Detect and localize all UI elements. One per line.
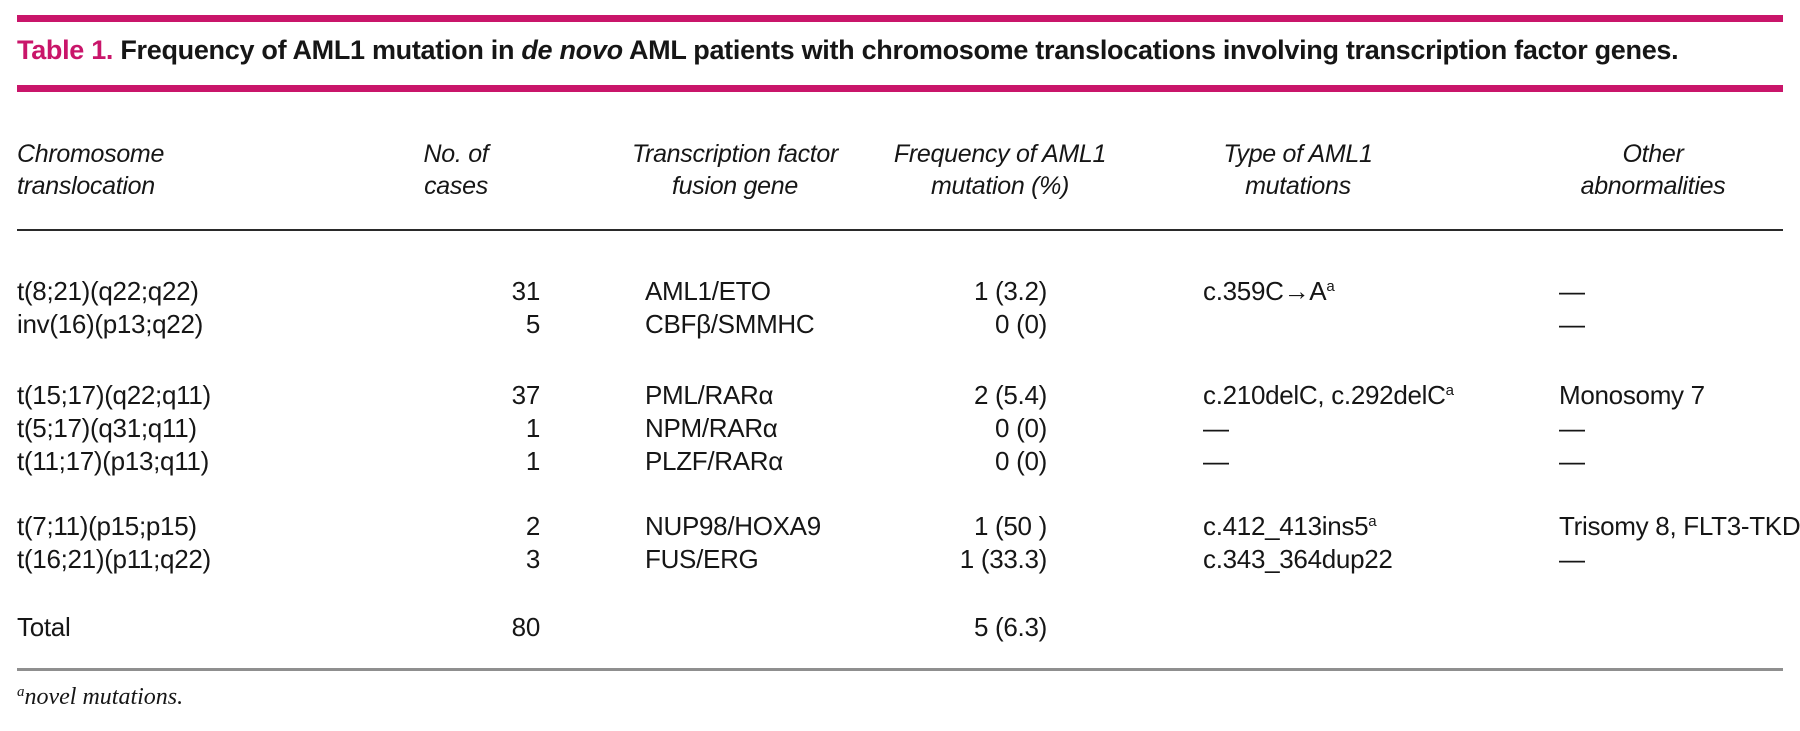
mutation-text: — (1203, 413, 1229, 443)
column-header-other: Other abnormalities (1503, 138, 1800, 202)
cell-fusion-gene: AML1/ETO (645, 276, 771, 306)
table-row: t(11;17)(p13;q11) 1 PLZF/RARα 0 (0) — — (17, 445, 1783, 478)
cell-mutations: c.343_364dup22 (1107, 543, 1467, 576)
cell-mutations: — (1107, 445, 1467, 478)
column-header-frequency: Frequency of AML1 mutation (%) (850, 138, 1150, 202)
top-accent-rule (17, 15, 1783, 22)
cell-other: — (1559, 276, 1585, 306)
cell-translocation: inv(16)(p13;q22) (17, 309, 203, 339)
mutation-text: c.210delC, c.292delC (1203, 380, 1446, 410)
footnote-marker: a (1445, 382, 1454, 399)
cell-mutations: — (1107, 412, 1467, 445)
cell-fusion-gene: NUP98/HOXA9 (645, 511, 821, 541)
header-line: Other (1622, 140, 1684, 168)
column-header-cases: No. of cases (356, 138, 556, 202)
cell-frequency: 2 (5.4) (973, 380, 1047, 410)
cell-total-cases: 80 (511, 612, 541, 642)
header-line: mutations (1245, 172, 1351, 200)
mutation-text: c.343_364dup22 (1203, 544, 1393, 574)
header-line: translocation (17, 172, 155, 200)
cell-mutations: c.359C→Aa (1107, 275, 1467, 308)
table-title: Table 1. Frequency of AML1 mutation in d… (17, 33, 1783, 67)
row-group-other-fusions: t(7;11)(p15;p15) 2 NUP98/HOXA9 1 (50 ) c… (17, 510, 1800, 576)
cell-other: — (1559, 544, 1585, 574)
row-group-rara: t(15;17)(q22;q11) 37 PML/RARα 2 (5.4) c.… (17, 379, 1783, 478)
cell-cases: 2 (525, 511, 540, 541)
column-headers: Chromosome translocation No. of cases Tr… (17, 138, 1783, 204)
header-line: abnormalities (1580, 172, 1726, 200)
cell-fusion-gene: PML/RARα (645, 380, 774, 410)
cell-other: — (1559, 446, 1585, 476)
column-header-translocation: Chromosome translocation (17, 138, 337, 202)
row-group-cbf: t(8;21)(q22;q22) 31 AML1/ETO 1 (3.2) c.3… (17, 275, 1783, 341)
cell-translocation: t(5;17)(q31;q11) (17, 413, 197, 443)
title-text-before: Frequency of AML1 mutation in (113, 35, 522, 65)
table-row: inv(16)(p13;q22) 5 CBFβ/SMMHC 0 (0) — (17, 308, 1783, 341)
cell-fusion-gene: CBFβ/SMMHC (645, 309, 815, 339)
header-line: Frequency of AML1 (893, 140, 1107, 168)
cell-other: — (1559, 413, 1585, 443)
cell-translocation: t(7;11)(p15;p15) (17, 511, 197, 541)
table-row: t(5;17)(q31;q11) 1 NPM/RARα 0 (0) — — (17, 412, 1783, 445)
column-header-mutation-type: Type of AML1 mutations (1148, 138, 1448, 202)
title-bottom-accent-rule (17, 85, 1783, 92)
header-line: Type of AML1 (1223, 140, 1373, 168)
cell-frequency: 1 (33.3) (959, 544, 1048, 574)
header-separator-rule (17, 229, 1783, 231)
footnote-marker: a (17, 684, 25, 700)
table-row: t(7;11)(p15;p15) 2 NUP98/HOXA9 1 (50 ) c… (17, 510, 1800, 543)
cell-cases: 31 (511, 276, 541, 306)
cell-frequency: 1 (50 ) (973, 511, 1047, 541)
cell-frequency: 0 (0) (995, 446, 1047, 476)
table-figure: Table 1. Frequency of AML1 mutation in d… (17, 15, 1800, 711)
mutation-text: — (1203, 446, 1229, 476)
header-line: No. of (423, 140, 489, 168)
header-line: Transcription factor (631, 140, 839, 168)
cell-mutations: c.210delC, c.292delCa (1107, 379, 1467, 412)
table-row: t(16;21)(p11;q22) 3 FUS/ERG 1 (33.3) c.3… (17, 543, 1783, 576)
cell-translocation: t(11;17)(p13;q11) (17, 446, 209, 476)
header-line: Chromosome (17, 140, 165, 168)
cell-frequency: 0 (0) (995, 309, 1047, 339)
cell-cases: 3 (525, 544, 540, 574)
table-row: t(8;21)(q22;q22) 31 AML1/ETO 1 (3.2) c.3… (17, 275, 1783, 308)
table-footnote: anovel mutations. (17, 683, 1783, 711)
cell-other: — (1559, 309, 1585, 339)
title-italic-phrase: de novo (521, 35, 623, 65)
cell-cases: 1 (525, 446, 540, 476)
header-line: mutation (%) (930, 172, 1070, 200)
cell-translocation: t(15;17)(q22;q11) (17, 380, 211, 410)
mutation-text: c.359C→A (1203, 276, 1327, 306)
cell-frequency: 1 (3.2) (973, 276, 1047, 306)
footnote-text: novel mutations. (24, 684, 184, 710)
cell-fusion-gene: PLZF/RARα (645, 446, 784, 476)
cell-total-label: Total (17, 612, 71, 642)
footnote-marker: a (1368, 513, 1377, 530)
column-header-fusion-gene: Transcription factor fusion gene (585, 138, 885, 202)
header-line: cases (424, 172, 488, 200)
cell-cases: 37 (511, 380, 541, 410)
bottom-rule (17, 668, 1783, 671)
footnote-marker: a (1326, 278, 1335, 295)
table-row: t(15;17)(q22;q11) 37 PML/RARα 2 (5.4) c.… (17, 379, 1783, 412)
cell-fusion-gene: NPM/RARα (645, 413, 778, 443)
cell-frequency: 0 (0) (995, 413, 1047, 443)
cell-mutations: c.412_413ins5a (1107, 510, 1467, 543)
cell-fusion-gene: FUS/ERG (645, 544, 759, 574)
cell-total-frequency: 5 (6.3) (973, 612, 1047, 642)
total-row: Total 80 5 (6.3) (17, 611, 1783, 644)
mutation-text: c.412_413ins5 (1203, 511, 1369, 541)
cell-other: Monosomy 7 (1559, 380, 1705, 410)
title-text-after: AML patients with chromosome translocati… (622, 35, 1679, 65)
cell-cases: 5 (525, 309, 540, 339)
cell-cases: 1 (525, 413, 540, 443)
table-number-label: Table 1. (17, 35, 114, 65)
cell-translocation: t(8;21)(q22;q22) (17, 276, 199, 306)
cell-translocation: t(16;21)(p11;q22) (17, 544, 211, 574)
header-line: fusion gene (672, 172, 798, 200)
cell-other: Trisomy 8, FLT3-TKD (1559, 511, 1800, 541)
